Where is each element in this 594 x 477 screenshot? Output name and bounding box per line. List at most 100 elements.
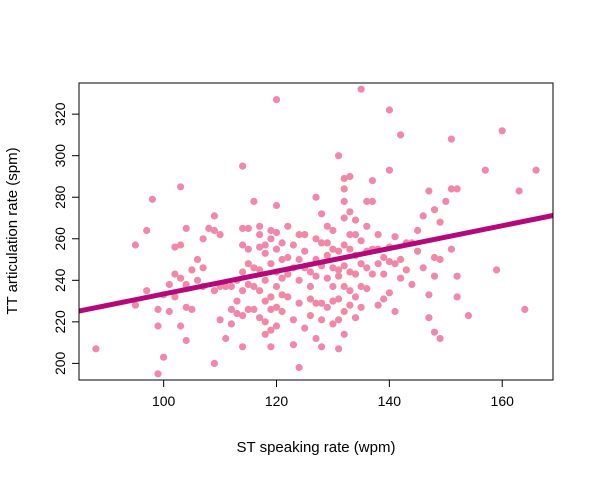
data-point <box>210 212 218 220</box>
data-point <box>329 320 337 328</box>
data-point <box>239 343 247 351</box>
data-point <box>244 245 252 253</box>
data-point <box>385 258 393 266</box>
y-tick-label: 320 <box>52 102 68 126</box>
x-tick-label: 140 <box>378 393 402 409</box>
data-point <box>160 353 168 361</box>
data-point <box>340 307 348 316</box>
data-point <box>335 345 343 353</box>
data-point <box>453 272 461 280</box>
data-point <box>267 343 275 351</box>
points-layer <box>92 85 540 378</box>
data-point <box>239 312 247 320</box>
data-point <box>340 241 348 249</box>
data-point <box>261 318 269 326</box>
data-point <box>250 197 258 205</box>
data-point <box>532 166 540 174</box>
data-point <box>368 197 376 205</box>
data-point <box>256 287 264 295</box>
data-point <box>239 224 247 232</box>
data-point <box>385 106 393 114</box>
data-point <box>131 301 139 309</box>
data-point <box>340 282 348 291</box>
data-point <box>210 359 218 367</box>
data-point <box>312 193 320 201</box>
data-point <box>233 309 241 318</box>
data-point <box>177 322 185 330</box>
data-point <box>131 241 139 249</box>
data-point <box>318 316 326 324</box>
data-point <box>340 197 348 205</box>
data-point <box>323 222 331 230</box>
data-point <box>481 166 489 174</box>
data-point <box>312 235 320 243</box>
data-point <box>261 241 269 249</box>
y-tick-label: 300 <box>52 144 68 168</box>
data-point <box>306 268 314 276</box>
data-point <box>346 231 354 239</box>
data-point <box>374 301 382 309</box>
data-point <box>380 253 388 262</box>
data-point <box>250 264 258 272</box>
data-point <box>442 197 450 205</box>
data-point <box>171 243 179 251</box>
data-point <box>261 297 269 305</box>
data-point <box>335 316 343 324</box>
data-point <box>351 270 360 278</box>
data-point <box>278 255 286 264</box>
data-point <box>188 266 196 274</box>
data-point <box>340 262 348 270</box>
data-point <box>430 328 439 336</box>
data-point <box>267 260 275 268</box>
data-point <box>267 326 275 334</box>
y-tick-label: 260 <box>52 227 68 251</box>
data-point <box>182 303 190 311</box>
data-point <box>278 274 286 282</box>
data-point <box>289 241 297 249</box>
data-point <box>154 305 162 313</box>
data-point <box>374 260 382 268</box>
data-point <box>143 287 151 295</box>
data-point <box>363 197 371 205</box>
y-tick-label: 200 <box>52 351 68 375</box>
data-point <box>335 295 343 303</box>
data-point <box>239 268 247 276</box>
data-point <box>498 127 506 135</box>
data-point <box>148 195 156 203</box>
data-point <box>193 255 202 264</box>
x-axis: 100 120 140 160 <box>152 379 514 409</box>
data-point <box>357 282 365 291</box>
data-point <box>239 241 247 249</box>
data-point <box>177 241 185 249</box>
data-point <box>363 285 371 293</box>
data-point <box>408 280 416 289</box>
data-point <box>256 314 264 322</box>
data-point <box>199 264 207 272</box>
data-point <box>227 305 235 313</box>
data-point <box>363 264 371 272</box>
data-point <box>216 231 224 239</box>
data-point <box>306 295 314 303</box>
data-point <box>351 293 360 301</box>
data-point <box>436 334 444 343</box>
data-point <box>250 282 258 291</box>
x-tick-label: 120 <box>265 393 289 409</box>
data-point <box>335 266 343 274</box>
data-point <box>335 152 343 160</box>
data-point <box>447 135 455 143</box>
data-point <box>312 299 320 307</box>
data-point <box>188 305 196 313</box>
data-point <box>284 253 292 262</box>
data-point <box>368 177 376 185</box>
data-point <box>340 185 348 193</box>
data-point <box>278 307 286 316</box>
data-point <box>267 226 275 235</box>
data-point <box>414 226 422 235</box>
data-point <box>419 264 427 272</box>
data-point <box>318 239 326 247</box>
data-point <box>301 231 309 239</box>
data-point <box>374 231 382 239</box>
data-point <box>295 255 303 264</box>
data-point <box>284 293 292 301</box>
